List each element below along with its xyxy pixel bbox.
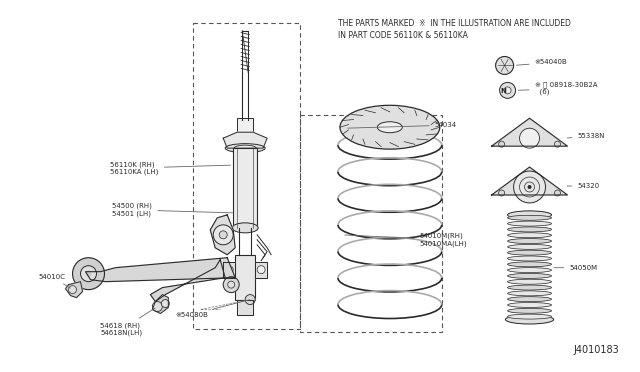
Bar (235, 255, 255, 299)
Text: 54010C: 54010C (38, 274, 70, 288)
Text: 55338N: 55338N (567, 133, 605, 139)
Circle shape (257, 266, 265, 274)
Circle shape (223, 277, 239, 293)
Circle shape (500, 82, 516, 98)
Circle shape (152, 302, 163, 311)
Bar (233, 148, 257, 228)
Ellipse shape (508, 273, 552, 278)
Ellipse shape (508, 227, 552, 232)
Circle shape (213, 225, 233, 245)
Ellipse shape (508, 267, 552, 273)
Text: 54010M(RH)
54010MA(LH): 54010M(RH) 54010MA(LH) (345, 233, 467, 247)
Circle shape (495, 57, 513, 74)
Bar (193, 23, 300, 330)
Polygon shape (492, 118, 568, 146)
Circle shape (72, 258, 104, 290)
Bar (300, 115, 442, 333)
Ellipse shape (234, 145, 256, 151)
Text: ※54080B: ※54080B (175, 300, 248, 318)
Ellipse shape (508, 279, 552, 284)
Ellipse shape (506, 315, 554, 324)
Circle shape (527, 185, 532, 189)
Ellipse shape (508, 211, 552, 219)
Circle shape (554, 190, 561, 196)
Text: IN PART CODE 56110K & 56110KA: IN PART CODE 56110K & 56110KA (338, 31, 468, 39)
Ellipse shape (508, 262, 552, 267)
Polygon shape (152, 295, 168, 314)
Polygon shape (255, 262, 267, 278)
Polygon shape (210, 215, 235, 255)
Ellipse shape (508, 302, 552, 307)
Circle shape (161, 299, 170, 308)
Text: ※54040B: ※54040B (516, 60, 567, 65)
Circle shape (499, 190, 504, 196)
Ellipse shape (378, 122, 403, 133)
Text: 54320: 54320 (567, 183, 600, 189)
Text: 56110K (RH)
56110KA (LH): 56110K (RH) 56110KA (LH) (111, 161, 230, 175)
Polygon shape (237, 299, 253, 314)
Circle shape (554, 141, 561, 147)
Polygon shape (150, 260, 225, 302)
Circle shape (225, 266, 233, 274)
Circle shape (513, 171, 545, 203)
Text: ※ Ⓝ 08918-30B2A
  (6): ※ Ⓝ 08918-30B2A (6) (518, 81, 597, 96)
Circle shape (504, 87, 511, 94)
Polygon shape (65, 282, 83, 298)
Ellipse shape (225, 144, 265, 153)
Circle shape (68, 286, 77, 294)
Text: 54034: 54034 (348, 122, 457, 128)
Circle shape (220, 231, 227, 239)
Ellipse shape (508, 244, 552, 249)
Text: N: N (500, 89, 506, 94)
Text: 54050M: 54050M (554, 265, 598, 271)
Circle shape (86, 271, 92, 277)
Polygon shape (223, 262, 235, 278)
Circle shape (228, 281, 235, 288)
Polygon shape (492, 167, 568, 195)
Ellipse shape (340, 105, 440, 149)
Polygon shape (223, 132, 267, 148)
Circle shape (81, 266, 97, 282)
Polygon shape (86, 258, 235, 282)
Ellipse shape (508, 314, 552, 319)
Ellipse shape (508, 233, 552, 238)
Text: 54618 (RH)
54618N(LH): 54618 (RH) 54618N(LH) (100, 308, 155, 336)
Ellipse shape (508, 256, 552, 261)
Circle shape (499, 141, 504, 147)
Ellipse shape (508, 215, 552, 220)
Ellipse shape (508, 221, 552, 226)
Text: 54500 (RH)
54501 (LH): 54500 (RH) 54501 (LH) (113, 203, 232, 217)
Ellipse shape (232, 223, 258, 233)
Ellipse shape (508, 308, 552, 313)
Ellipse shape (508, 250, 552, 255)
Bar (237, 118, 253, 132)
Ellipse shape (508, 238, 552, 244)
Ellipse shape (508, 285, 552, 290)
Circle shape (520, 128, 540, 148)
Text: THE PARTS MARKED  ※  IN THE ILLUSTRATION ARE INCLUDED: THE PARTS MARKED ※ IN THE ILLUSTRATION A… (338, 19, 571, 28)
Ellipse shape (508, 297, 552, 302)
Text: J4010183: J4010183 (573, 345, 620, 355)
Circle shape (245, 295, 255, 305)
Ellipse shape (508, 291, 552, 296)
